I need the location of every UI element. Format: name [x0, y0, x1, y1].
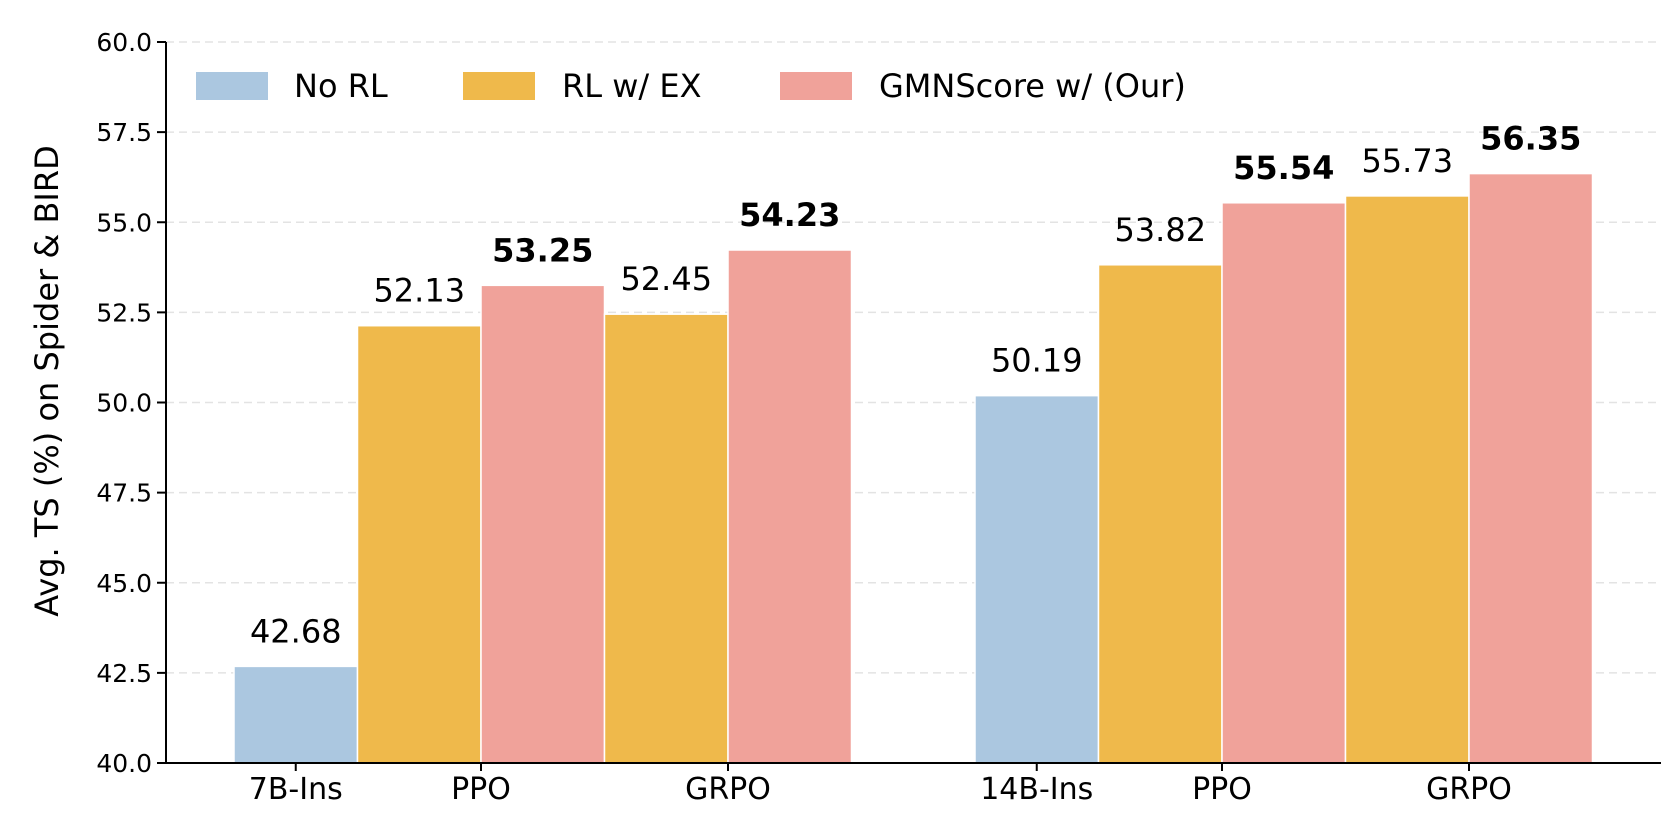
bar	[1468, 172, 1594, 764]
y-tick-label: 47.5	[96, 479, 152, 508]
x-category-label: GRPO	[1426, 772, 1512, 807]
bar-value-label: 52.13	[373, 272, 465, 310]
legend: No RL RL w/ EX GMNScore w/ (Our)	[196, 67, 1186, 105]
y-tick-label: 50.0	[96, 389, 152, 418]
bar-value-label: 42.68	[250, 612, 342, 650]
legend-swatch	[780, 72, 852, 100]
legend-label: RL w/ EX	[562, 67, 702, 105]
y-tick-label: 42.5	[96, 659, 152, 688]
x-category-label: PPO	[451, 772, 511, 807]
bar	[233, 665, 359, 764]
bars	[233, 172, 1594, 764]
axes: 40.0 42.5 45.0 47.5 50.0 52.5 55.0 57.5 60.0 7B-I…	[96, 28, 1661, 807]
bar	[356, 324, 482, 764]
bar-value-label: 53.25	[492, 231, 593, 269]
x-category-label: 14B-Ins	[980, 772, 1093, 807]
bar	[974, 394, 1100, 764]
y-tick-label: 57.5	[96, 118, 152, 147]
y-axis-title: Avg. TS (%) on Spider & BIRD	[28, 145, 66, 616]
y-tick-label: 60.0	[96, 28, 152, 57]
y-tick-label: 52.5	[96, 298, 152, 327]
x-category-label: 7B-Ins	[249, 772, 343, 807]
value-labels: 42.68 52.13 53.25 52.45 54.23 50.19 53.82 55.54…	[250, 120, 1581, 651]
legend-swatch	[196, 72, 268, 100]
bar	[1097, 264, 1223, 764]
legend-label: No RL	[294, 67, 388, 105]
bar-value-label: 53.82	[1114, 211, 1206, 249]
bar	[603, 313, 729, 764]
bar-value-label: 56.35	[1480, 120, 1581, 158]
bar	[727, 249, 853, 764]
bar	[1221, 202, 1347, 764]
bar	[1344, 195, 1470, 764]
bar-value-label: 55.73	[1361, 142, 1453, 180]
bar-value-label: 50.19	[991, 342, 1083, 380]
bar-value-label: 55.54	[1233, 149, 1334, 187]
y-tick-label: 40.0	[96, 749, 152, 778]
y-tick-label: 55.0	[96, 208, 152, 237]
legend-label: GMNScore w/ (Our)	[879, 67, 1186, 105]
x-category-label: GRPO	[685, 772, 771, 807]
bar	[480, 284, 606, 764]
bar-value-label: 54.23	[739, 196, 840, 234]
y-tick-label: 45.0	[96, 569, 152, 598]
legend-swatch	[463, 72, 535, 100]
bar-value-label: 52.45	[620, 260, 712, 298]
x-category-label: PPO	[1192, 772, 1252, 807]
